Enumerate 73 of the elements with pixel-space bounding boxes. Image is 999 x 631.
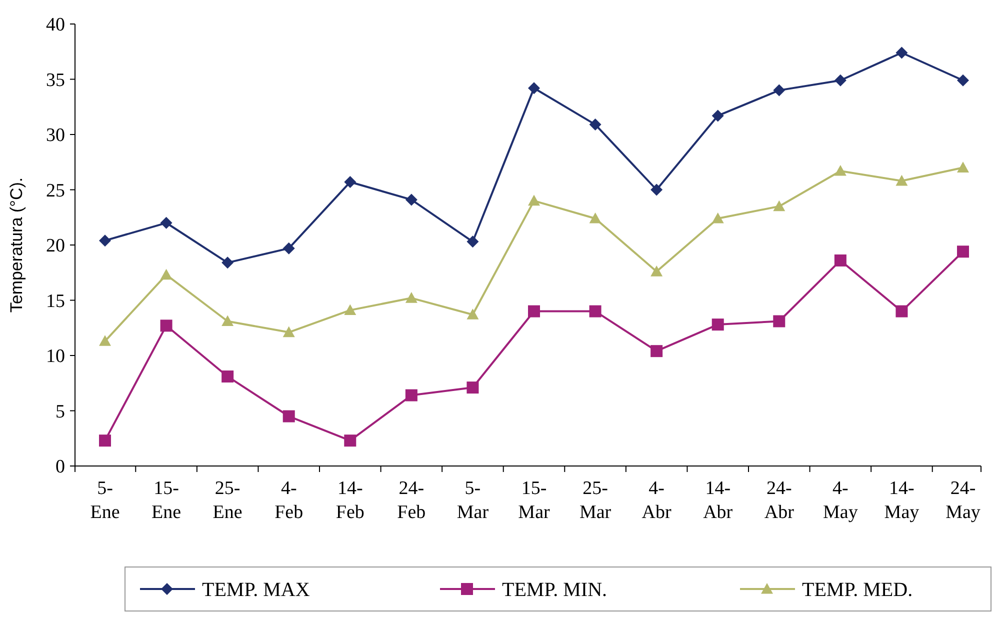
y-tick-label: 0 [56, 456, 65, 478]
point [773, 84, 786, 96]
x-tick-label: 4- May [823, 478, 858, 523]
x-tick-label: 14- Feb [336, 478, 364, 523]
y-tick-label: 20 [46, 236, 65, 257]
point [957, 74, 969, 86]
point [528, 82, 540, 94]
point [405, 194, 418, 206]
point [160, 268, 172, 280]
x-tick-label: 25- Mar [579, 478, 612, 523]
point [466, 382, 479, 394]
point [712, 110, 724, 122]
point [712, 318, 724, 331]
x-tick-label: 24- May [946, 478, 981, 523]
point [712, 212, 724, 224]
x-tick-label: 14- Abr [703, 478, 734, 523]
x-tick-label: 5- Ene [90, 478, 120, 523]
point [405, 389, 418, 402]
point [160, 320, 172, 332]
legend-label: TEMP. MED. [802, 579, 913, 601]
x-tick-label: 14- May [884, 478, 920, 523]
point [99, 335, 111, 346]
point [282, 326, 295, 338]
point [650, 345, 663, 358]
point [282, 410, 295, 422]
point [466, 236, 479, 248]
point [957, 162, 969, 172]
y-tick-label: 35 [46, 70, 65, 91]
x-tick-label: 4- Feb [274, 478, 304, 523]
point [773, 315, 786, 328]
y-tick-label: 30 [46, 125, 65, 146]
y-tick-label: 5 [56, 401, 65, 422]
x-tick-label: 5- Mar [456, 478, 490, 523]
point [528, 194, 540, 206]
point [466, 308, 479, 320]
y-tick-label: 40 [46, 14, 65, 36]
legend-label: TEMP. MAX [202, 579, 310, 601]
point [528, 305, 540, 318]
x-tick-label: 15- Ene [152, 478, 182, 523]
point [896, 305, 908, 318]
x-tick-label: 24- Abr [764, 478, 795, 523]
point [834, 254, 846, 266]
point [896, 46, 908, 59]
point [957, 246, 969, 258]
point [650, 266, 663, 276]
x-tick-label: 15- Mar [518, 478, 550, 523]
point [405, 292, 418, 303]
point [773, 200, 786, 212]
x-tick-label: 4- Abr [642, 478, 672, 523]
point [344, 434, 356, 447]
y-tick-label: 10 [46, 346, 65, 368]
point [222, 256, 234, 269]
y-tick-label: 15 [46, 290, 65, 312]
y-tick-label: 25 [46, 180, 65, 202]
point [589, 305, 602, 318]
point [99, 234, 111, 247]
point [834, 164, 846, 176]
point [222, 315, 234, 326]
point [222, 370, 234, 382]
point [834, 74, 846, 86]
x-tick-label: 25- Ene [212, 478, 242, 523]
point [99, 434, 111, 447]
point [344, 176, 356, 188]
point [160, 216, 172, 229]
point [589, 212, 602, 224]
point [589, 118, 602, 131]
point [344, 304, 356, 315]
x-tick-label: 24- Feb [397, 478, 426, 523]
point [650, 184, 663, 196]
y-axis-title: Temperatura (°C). [7, 177, 26, 313]
point [282, 242, 295, 254]
point [896, 174, 908, 186]
legend-label: TEMP. MIN. [502, 579, 608, 601]
